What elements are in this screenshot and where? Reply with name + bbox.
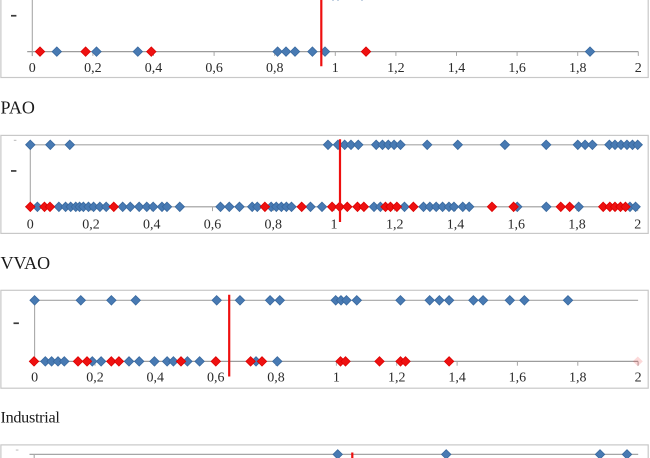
svg-text:0,8: 0,8: [267, 371, 285, 386]
svg-text:1,4: 1,4: [447, 218, 465, 233]
svg-text:1,4: 1,4: [448, 61, 466, 76]
svg-text:2: 2: [635, 371, 642, 386]
svg-text:0,4: 0,4: [147, 371, 165, 386]
svg-text:1,6: 1,6: [509, 371, 527, 386]
svg-text:1,6: 1,6: [508, 61, 526, 76]
svg-text:0: 0: [29, 61, 36, 76]
svg-text:1,2: 1,2: [386, 218, 404, 233]
svg-text:1: 1: [331, 218, 338, 233]
svg-text:0,2: 0,2: [84, 61, 102, 76]
svg-text:1,4: 1,4: [448, 371, 466, 386]
svg-text:PAO: PAO: [1, 97, 35, 117]
svg-text:0,2: 0,2: [86, 371, 104, 386]
svg-text:0,4: 0,4: [145, 61, 163, 76]
svg-text:1,2: 1,2: [387, 61, 405, 76]
svg-text:0,6: 0,6: [204, 218, 222, 233]
svg-text:1: 1: [332, 61, 339, 76]
svg-text:1,8: 1,8: [569, 371, 587, 386]
svg-text:1,6: 1,6: [507, 218, 525, 233]
svg-text:1,2: 1,2: [388, 371, 406, 386]
svg-text:2: 2: [634, 218, 641, 233]
svg-text:0: 0: [27, 218, 34, 233]
svg-text:0: 0: [31, 371, 38, 386]
svg-text:0,8: 0,8: [265, 218, 283, 233]
svg-text:1,8: 1,8: [568, 218, 586, 233]
svg-text:0,8: 0,8: [266, 61, 284, 76]
svg-text:2: 2: [635, 61, 642, 76]
svg-text:0,2: 0,2: [82, 218, 100, 233]
svg-text:0,6: 0,6: [207, 371, 225, 386]
svg-text:1: 1: [333, 371, 340, 386]
svg-text:0,4: 0,4: [143, 218, 161, 233]
svg-text:Industrial: Industrial: [1, 409, 61, 427]
svg-text:1,8: 1,8: [569, 61, 587, 76]
svg-text:VVAO: VVAO: [1, 253, 51, 273]
svg-text:0,6: 0,6: [205, 61, 223, 76]
